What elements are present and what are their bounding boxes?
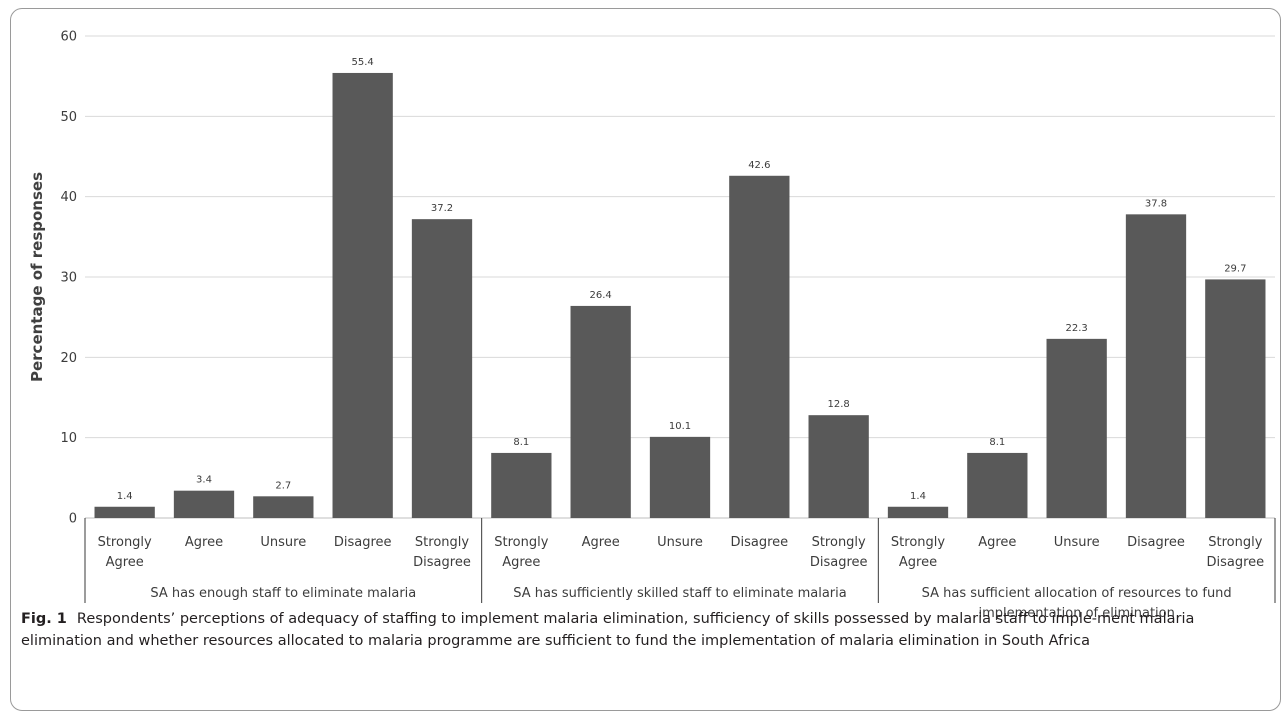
bar <box>1205 279 1266 518</box>
bar-value-label: 55.4 <box>352 57 374 68</box>
bar <box>491 452 552 518</box>
category-label: Strongly <box>891 535 945 550</box>
category-label: Agree <box>106 555 144 570</box>
category-label: Strongly <box>494 535 548 550</box>
bar <box>808 415 869 518</box>
bar <box>411 219 473 518</box>
y-tick-label: 10 <box>60 431 77 446</box>
category-label: Disagree <box>730 535 788 550</box>
bar-value-label: 8.1 <box>513 437 529 448</box>
category-label: Disagree <box>1206 555 1264 570</box>
y-tick-label: 0 <box>69 512 77 527</box>
bar-value-label: 1.4 <box>910 491 926 502</box>
bar <box>253 496 314 518</box>
bar <box>887 506 949 518</box>
y-tick-label: 30 <box>60 271 77 286</box>
bar <box>729 175 790 518</box>
bar-value-label: 22.3 <box>1066 323 1088 334</box>
y-tick-label: 20 <box>60 351 77 366</box>
bar <box>173 490 235 518</box>
bar-value-label: 1.4 <box>117 491 133 502</box>
y-tick-label: 40 <box>60 190 77 205</box>
bar-value-label: 37.8 <box>1145 198 1167 209</box>
bar <box>1046 338 1107 518</box>
category-label: Disagree <box>1127 535 1185 550</box>
category-label: Disagree <box>810 555 868 570</box>
caption-label: Fig. 1 <box>21 611 67 627</box>
category-label: Agree <box>502 555 540 570</box>
bar-value-label: 3.4 <box>196 475 212 486</box>
bar-value-label: 2.7 <box>275 480 291 491</box>
category-label: Disagree <box>334 535 392 550</box>
bar-value-label: 10.1 <box>669 421 691 432</box>
category-label: Strongly <box>415 535 469 550</box>
group-label: SA has sufficient allocation of resource… <box>922 586 1232 601</box>
figure-caption: Fig. 1 Respondents’ perceptions of adequa… <box>21 608 1271 652</box>
bar-value-label: 37.2 <box>431 203 453 214</box>
y-axis-title: Percentage of responses <box>28 172 46 382</box>
bar <box>967 452 1028 518</box>
bar <box>332 72 393 518</box>
bar <box>94 506 155 518</box>
y-tick-label: 60 <box>60 30 77 45</box>
bar-value-label: 42.6 <box>748 160 770 171</box>
category-label: Disagree <box>413 555 471 570</box>
category-label: Agree <box>185 535 223 550</box>
category-label: Unsure <box>657 535 703 550</box>
group-label: SA has enough staff to eliminate malaria <box>150 586 416 601</box>
category-label: Unsure <box>260 535 306 550</box>
category-label: Strongly <box>812 535 866 550</box>
bar-value-label: 26.4 <box>590 290 612 301</box>
category-label: Agree <box>978 535 1016 550</box>
group-label: SA has sufficiently skilled staff to eli… <box>513 586 846 601</box>
group-label: implementation of elimination <box>978 606 1174 621</box>
bar-value-label: 12.8 <box>828 399 850 410</box>
category-label: Agree <box>582 535 620 550</box>
bar <box>1125 214 1187 518</box>
bar-value-label: 8.1 <box>989 437 1005 448</box>
category-label: Strongly <box>1208 535 1262 550</box>
caption-text: Respondents’ perceptions of adequacy of … <box>21 611 1195 649</box>
category-label: Strongly <box>98 535 152 550</box>
category-label: Agree <box>899 555 937 570</box>
y-tick-label: 50 <box>60 110 77 125</box>
bar <box>570 305 631 518</box>
bar <box>649 436 711 518</box>
bar-value-label: 29.7 <box>1224 263 1246 274</box>
category-label: Unsure <box>1054 535 1100 550</box>
